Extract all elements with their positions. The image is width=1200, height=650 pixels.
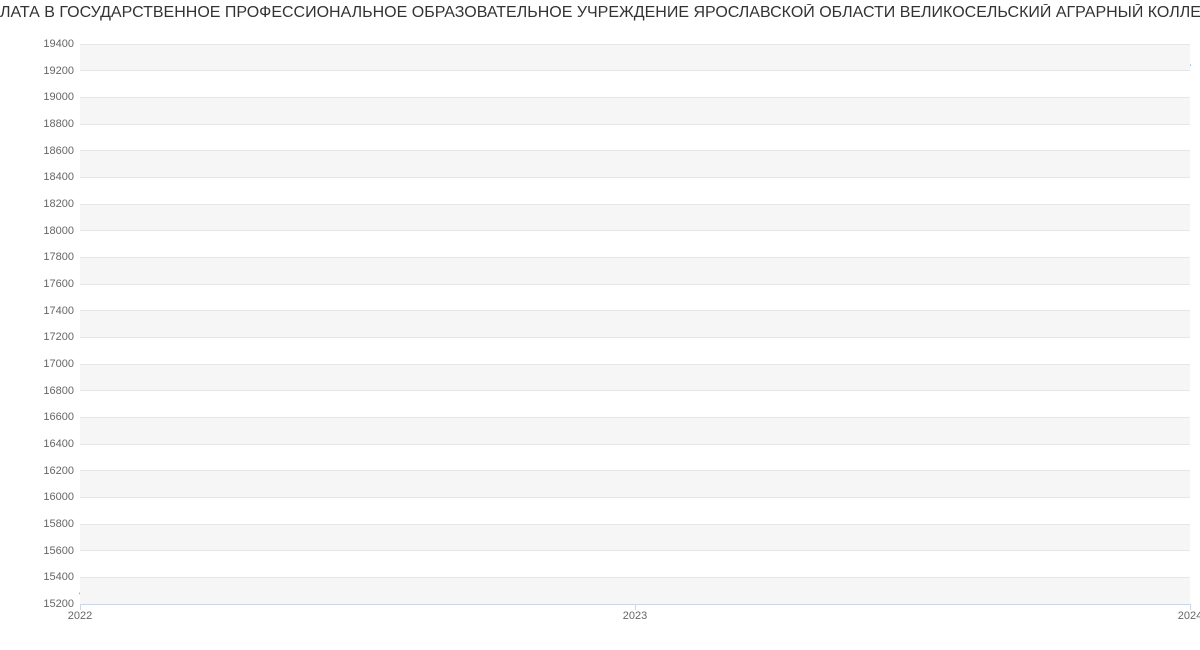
grid-band [80, 524, 1190, 551]
y-grid-line [80, 444, 1190, 445]
grid-band [80, 204, 1190, 231]
grid-band [80, 364, 1190, 391]
y-grid-line [80, 44, 1190, 45]
y-grid-line [80, 550, 1190, 551]
y-grid-line [80, 150, 1190, 151]
y-tick-label: 18200 [43, 198, 80, 210]
y-tick-label: 16600 [43, 411, 80, 423]
y-grid-line [80, 124, 1190, 125]
grid-band [80, 44, 1190, 71]
y-tick-label: 18800 [43, 118, 80, 130]
x-tick-label: 2023 [623, 604, 647, 622]
grid-band [80, 497, 1190, 524]
grid-band [80, 311, 1190, 338]
y-tick-label: 19400 [43, 38, 80, 50]
y-grid-line [80, 310, 1190, 311]
y-grid-line [80, 470, 1190, 471]
y-tick-label: 17600 [43, 278, 80, 290]
y-grid-line [80, 577, 1190, 578]
grid-band [80, 391, 1190, 418]
y-tick-label: 17400 [43, 305, 80, 317]
y-tick-label: 18400 [43, 171, 80, 183]
x-tick-label: 2022 [68, 604, 92, 622]
grid-band [80, 471, 1190, 498]
y-tick-label: 16400 [43, 438, 80, 450]
y-tick-label: 17800 [43, 251, 80, 263]
y-grid-line [80, 70, 1190, 71]
y-grid-line [80, 364, 1190, 365]
y-tick-label: 16200 [43, 465, 80, 477]
y-tick-label: 18600 [43, 145, 80, 157]
y-grid-line [80, 417, 1190, 418]
y-tick-label: 18000 [43, 225, 80, 237]
grid-band [80, 177, 1190, 204]
grid-band [80, 257, 1190, 284]
x-tick-label: 2024 [1178, 604, 1200, 622]
chart-container: ЛАТА В ГОСУДАРСТВЕННОЕ ПРОФЕССИОНАЛЬНОЕ … [0, 0, 1200, 650]
y-grid-line [80, 97, 1190, 98]
grid-band [80, 284, 1190, 311]
y-tick-label: 16800 [43, 385, 80, 397]
grid-band [80, 337, 1190, 364]
plot-area: 1520015400156001580016000162001640016600… [80, 44, 1190, 604]
y-grid-line [80, 204, 1190, 205]
y-tick-label: 16000 [43, 491, 80, 503]
grid-band [80, 444, 1190, 471]
y-grid-line [80, 524, 1190, 525]
grid-band [80, 71, 1190, 98]
grid-band [80, 124, 1190, 151]
y-tick-label: 15800 [43, 518, 80, 530]
y-tick-label: 17200 [43, 331, 80, 343]
y-grid-line [80, 337, 1190, 338]
y-grid-line [80, 177, 1190, 178]
y-tick-label: 15400 [43, 571, 80, 583]
y-grid-line [80, 257, 1190, 258]
y-tick-label: 17000 [43, 358, 80, 370]
y-grid-line [80, 284, 1190, 285]
grid-band [80, 577, 1190, 604]
grid-band [80, 97, 1190, 124]
chart-title: ЛАТА В ГОСУДАРСТВЕННОЕ ПРОФЕССИОНАЛЬНОЕ … [0, 4, 1200, 22]
grid-band [80, 551, 1190, 578]
grid-band [80, 151, 1190, 178]
y-tick-label: 19200 [43, 65, 80, 77]
y-grid-line [80, 230, 1190, 231]
grid-band [80, 417, 1190, 444]
y-grid-line [80, 390, 1190, 391]
y-grid-line [80, 497, 1190, 498]
y-tick-label: 15600 [43, 545, 80, 557]
y-tick-label: 19000 [43, 91, 80, 103]
grid-band [80, 231, 1190, 258]
